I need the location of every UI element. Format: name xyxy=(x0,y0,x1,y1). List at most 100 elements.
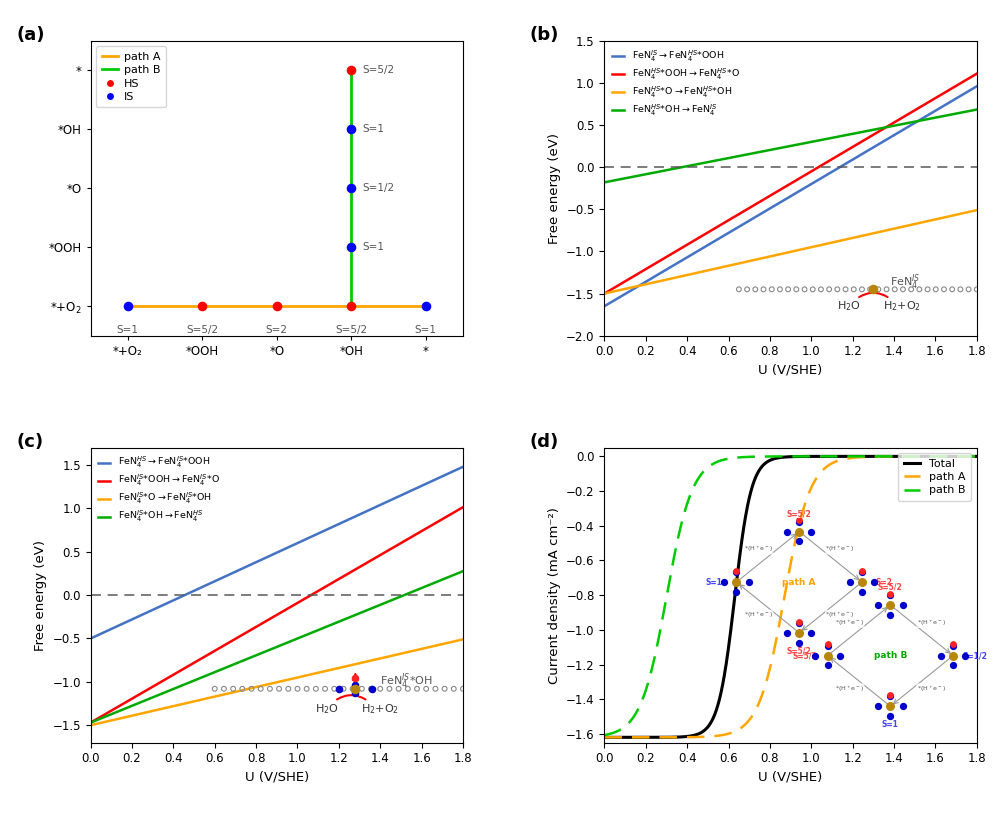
Point xyxy=(919,283,936,296)
Point xyxy=(120,299,136,313)
path B xyxy=(960,451,972,461)
FeN$_4^{HS}$$\rightarrow$FeN$_4^{IS}$*OOH xyxy=(457,462,469,472)
Text: (c): (c) xyxy=(16,433,43,451)
Point xyxy=(271,682,287,695)
FeN$_4^{HS}$*O$\rightarrow$FeN$_4^{HS}$*OH xyxy=(598,289,610,299)
path A xyxy=(960,451,972,461)
Point xyxy=(391,682,407,695)
Point xyxy=(353,682,370,695)
Point xyxy=(343,182,359,195)
FeN$_4^{HS}$*O$\rightarrow$FeN$_4^{HS}$*OH xyxy=(820,239,832,249)
Point xyxy=(317,682,333,695)
Point xyxy=(347,672,364,685)
Point xyxy=(911,283,927,296)
Point xyxy=(409,682,425,695)
Y-axis label: Free energy (eV): Free energy (eV) xyxy=(548,133,561,244)
FeN$_4^{HS}$*O$\rightarrow$FeN$_4^{HS}$*OH xyxy=(936,213,948,223)
Point xyxy=(895,283,911,296)
Point xyxy=(308,682,324,695)
Point xyxy=(887,283,903,296)
Point xyxy=(262,682,278,695)
path B xyxy=(971,451,983,461)
Text: S=1/2: S=1/2 xyxy=(363,184,395,193)
Legend: FeN$_4^{HS}$$\rightarrow$FeN$_4^{IS}$*OOH, FeN$_4^{IS}$*OOH$\rightarrow$FeN$_4^{: FeN$_4^{HS}$$\rightarrow$FeN$_4^{IS}$*OO… xyxy=(96,452,223,527)
FeN$_4^{HS}$*OOH$\rightarrow$FeN$_4^{HS}$*O xyxy=(819,158,831,168)
path B xyxy=(769,451,781,461)
FeN$_4^{IS}$*OOH$\rightarrow$FeN$_4^{IS}$*O xyxy=(86,717,98,727)
Line: path A: path A xyxy=(604,456,977,738)
Legend: FeN$_4^{IS}$$\rightarrow$FeN$_4^{HS}$*OOH, FeN$_4^{HS}$*OOH$\rightarrow$FeN$_4^{: FeN$_4^{IS}$$\rightarrow$FeN$_4^{HS}$*OO… xyxy=(609,46,743,121)
FeN$_4^{HS}$*OOH$\rightarrow$FeN$_4^{HS}$*O xyxy=(912,104,924,113)
FeN$_4^{HS}$*OOH$\rightarrow$FeN$_4^{HS}$*O xyxy=(820,157,832,167)
Text: H$_2$O: H$_2$O xyxy=(837,299,860,313)
Point xyxy=(427,682,443,695)
Line: FeN$_4^{IS}$$\rightarrow$FeN$_4^{HS}$*OOH: FeN$_4^{IS}$$\rightarrow$FeN$_4^{HS}$*OO… xyxy=(604,86,977,306)
Y-axis label: Current density (mA cm⁻²): Current density (mA cm⁻²) xyxy=(548,507,561,684)
FeN$_4^{HS}$*OH$\rightarrow$FeN$_4^{IS}$ xyxy=(819,135,831,144)
Point xyxy=(215,682,232,695)
FeN$_4^{HS}$$\rightarrow$FeN$_4^{IS}$*OOH xyxy=(86,633,98,643)
Text: (d): (d) xyxy=(530,433,559,451)
Point xyxy=(206,682,223,695)
Point xyxy=(343,299,359,313)
X-axis label: U (V/SHE): U (V/SHE) xyxy=(758,364,823,377)
Point xyxy=(244,682,260,695)
Point xyxy=(347,682,364,695)
Total xyxy=(617,733,629,743)
path A xyxy=(779,586,792,596)
Legend: path A, path B, HS, IS: path A, path B, HS, IS xyxy=(97,47,166,108)
FeN$_4^{HS}$*OH$\rightarrow$FeN$_4^{IS}$ xyxy=(912,116,924,126)
Point xyxy=(400,682,416,695)
Line: FeN$_4^{HS}$*O$\rightarrow$FeN$_4^{HS}$*OH: FeN$_4^{HS}$*O$\rightarrow$FeN$_4^{HS}$*… xyxy=(604,211,977,294)
FeN$_4^{IS}$*OH$\rightarrow$FeN$_4^{HS}$ xyxy=(305,628,317,638)
FeN$_4^{IS}$$\rightarrow$FeN$_4^{HS}$*OOH xyxy=(827,166,839,176)
FeN$_4^{HS}$*O$\rightarrow$FeN$_4^{HS}$*OH xyxy=(599,288,611,298)
Point xyxy=(382,682,398,695)
Total xyxy=(769,454,781,463)
Text: S=1: S=1 xyxy=(363,124,385,135)
Total xyxy=(960,451,972,461)
FeN$_4^{HS}$*OOH$\rightarrow$FeN$_4^{HS}$*O xyxy=(599,288,611,298)
Line: FeN$_4^{IS}$*OH$\rightarrow$FeN$_4^{HS}$: FeN$_4^{IS}$*OH$\rightarrow$FeN$_4^{HS}$ xyxy=(91,571,463,723)
Line: path B: path B xyxy=(604,456,977,735)
FeN$_4^{IS}$*O$\rightarrow$FeN$_4^{IS}$*OH xyxy=(305,669,317,679)
Line: FeN$_4^{HS}$$\rightarrow$FeN$_4^{IS}$*OOH: FeN$_4^{HS}$$\rightarrow$FeN$_4^{IS}$*OO… xyxy=(91,467,463,638)
FeN$_4^{IS}$*O$\rightarrow$FeN$_4^{IS}$*OH xyxy=(457,635,469,645)
Point xyxy=(335,682,351,695)
FeN$_4^{HS}$$\rightarrow$FeN$_4^{IS}$*OOH xyxy=(85,633,97,643)
Point xyxy=(446,682,462,695)
Point xyxy=(343,241,359,254)
Point xyxy=(373,682,389,695)
FeN$_4^{IS}$*O$\rightarrow$FeN$_4^{IS}$*OH xyxy=(306,669,318,679)
Text: FeN$_4^{IS}$*OH: FeN$_4^{IS}$*OH xyxy=(381,672,433,691)
Point xyxy=(418,682,434,695)
FeN$_4^{IS}$*O$\rightarrow$FeN$_4^{IS}$*OH xyxy=(399,648,411,658)
Line: FeN$_4^{IS}$*O$\rightarrow$FeN$_4^{IS}$*OH: FeN$_4^{IS}$*O$\rightarrow$FeN$_4^{IS}$*… xyxy=(91,640,463,725)
Text: FeN$_4^{IS}$: FeN$_4^{IS}$ xyxy=(890,272,920,291)
Point xyxy=(731,283,747,296)
Point xyxy=(418,299,434,313)
Total xyxy=(598,733,610,743)
Point xyxy=(436,682,452,695)
FeN$_4^{HS}$*O$\rightarrow$FeN$_4^{HS}$*OH xyxy=(971,206,983,215)
Point xyxy=(344,682,361,695)
Point xyxy=(347,678,364,691)
path A xyxy=(617,733,629,743)
Point xyxy=(326,682,342,695)
path A xyxy=(598,733,610,743)
Total xyxy=(971,451,983,461)
Point xyxy=(330,682,346,695)
Point xyxy=(772,283,788,296)
Point xyxy=(805,283,821,296)
FeN$_4^{HS}$*OOH$\rightarrow$FeN$_4^{HS}$*O xyxy=(827,154,839,164)
FeN$_4^{HS}$*O$\rightarrow$FeN$_4^{HS}$*OH xyxy=(912,219,924,228)
FeN$_4^{IS}$*O$\rightarrow$FeN$_4^{IS}$*OH xyxy=(85,721,97,730)
Point xyxy=(226,682,242,695)
Point xyxy=(343,64,359,77)
path B xyxy=(960,451,972,461)
Point xyxy=(830,283,846,296)
Text: S=2: S=2 xyxy=(266,325,288,335)
path A xyxy=(960,451,972,461)
FeN$_4^{HS}$*OH$\rightarrow$FeN$_4^{IS}$ xyxy=(936,112,948,122)
FeN$_4^{IS}$$\rightarrow$FeN$_4^{HS}$*OOH xyxy=(971,82,983,91)
